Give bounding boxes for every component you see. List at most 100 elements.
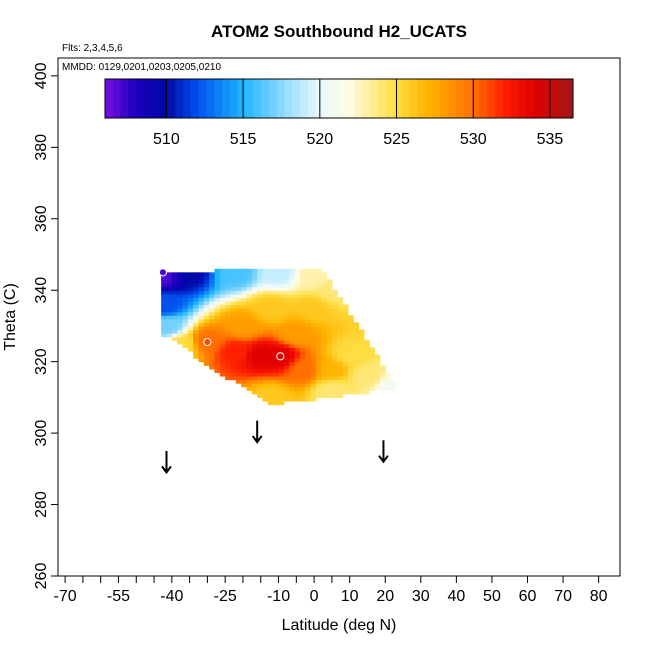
heatmap-cell bbox=[289, 268, 296, 273]
heatmap-cell bbox=[305, 386, 312, 391]
heatmap-cell bbox=[209, 311, 216, 316]
heatmap-cell bbox=[209, 350, 216, 356]
heatmap-cell bbox=[347, 372, 354, 377]
colorbar-segment bbox=[331, 79, 340, 118]
heatmap-cell bbox=[251, 297, 258, 302]
heatmap-cell bbox=[273, 383, 280, 388]
heatmap-cell bbox=[310, 336, 317, 341]
heatmap-cell bbox=[310, 340, 317, 345]
heatmap-cell bbox=[283, 333, 290, 338]
heatmap-cell bbox=[358, 361, 365, 366]
colorbar-segment bbox=[268, 79, 278, 118]
heatmap-cell bbox=[310, 325, 317, 331]
heatmap-cell bbox=[273, 329, 280, 334]
heatmap-cell bbox=[342, 336, 349, 341]
heatmap-cell bbox=[289, 322, 296, 327]
heatmap-cell bbox=[289, 347, 296, 352]
heatmap-cell bbox=[209, 290, 216, 295]
heatmap-cell bbox=[326, 286, 333, 291]
heatmap-cell bbox=[337, 308, 344, 313]
heatmap-cell bbox=[363, 386, 370, 391]
heatmap-cell bbox=[257, 304, 264, 309]
colorbar-segment bbox=[432, 79, 441, 118]
heatmap-cell bbox=[182, 293, 189, 298]
heatmap-cell bbox=[203, 272, 210, 277]
heatmap-cell bbox=[278, 329, 285, 334]
heatmap-cell bbox=[278, 397, 285, 402]
heatmap-cell bbox=[310, 300, 317, 306]
heatmap-cell bbox=[299, 272, 306, 277]
heatmap-cell bbox=[337, 300, 344, 306]
heatmap-cell bbox=[299, 318, 306, 323]
heatmap-cell bbox=[235, 290, 242, 295]
heatmap-cell bbox=[214, 308, 221, 313]
heatmap-cell bbox=[219, 365, 226, 370]
heatmap-cell bbox=[219, 300, 226, 306]
heatmap-cell bbox=[262, 354, 269, 359]
colorbar-segment bbox=[245, 79, 254, 118]
heatmap-cell bbox=[219, 293, 226, 298]
heatmap-cell bbox=[187, 279, 194, 284]
heatmap-cell bbox=[171, 279, 178, 284]
heatmap-cell bbox=[267, 354, 274, 359]
heatmap-cell bbox=[225, 340, 232, 345]
colorbar-segment bbox=[362, 79, 371, 118]
heatmap-cell bbox=[241, 358, 248, 363]
heatmap-cell bbox=[198, 322, 205, 327]
heatmap-cell bbox=[353, 365, 360, 370]
heatmap-cell bbox=[273, 393, 280, 398]
heatmap-cell bbox=[166, 322, 173, 327]
heatmap-cell bbox=[294, 268, 301, 273]
heatmap-cell bbox=[246, 311, 253, 316]
heatmap-cell bbox=[305, 297, 312, 302]
heatmap-cell bbox=[182, 272, 189, 277]
heatmap-cell bbox=[358, 336, 365, 341]
heatmap-cell bbox=[198, 300, 205, 306]
heatmap-cell bbox=[267, 300, 274, 306]
heatmap-cell bbox=[283, 308, 290, 313]
heatmap-cell bbox=[305, 368, 312, 373]
heatmap-cell bbox=[369, 368, 376, 373]
heatmap-cell bbox=[193, 336, 200, 341]
heatmap-cell bbox=[315, 393, 322, 398]
colorbar-tick-label: 510 bbox=[153, 131, 180, 148]
heatmap-cell bbox=[374, 386, 381, 391]
heatmap-cell bbox=[331, 318, 338, 323]
heatmap-cell bbox=[257, 365, 264, 370]
heatmap-cell bbox=[193, 275, 200, 281]
x-tick-label: 30 bbox=[412, 588, 430, 605]
heatmap-cell bbox=[246, 300, 253, 306]
heatmap-cell bbox=[342, 315, 349, 320]
heatmap-cell bbox=[235, 358, 242, 363]
heatmap-cell bbox=[214, 340, 221, 345]
heatmap-cell bbox=[342, 333, 349, 338]
heatmap-cell bbox=[187, 275, 194, 281]
heatmap-cell bbox=[315, 300, 322, 306]
heatmap-cell bbox=[219, 308, 226, 313]
heatmap-cell bbox=[294, 275, 301, 281]
heatmap-cell bbox=[310, 390, 317, 395]
heatmap-cell bbox=[257, 318, 264, 323]
heatmap-cell bbox=[209, 361, 216, 366]
heatmap-cell bbox=[326, 279, 333, 284]
heatmap-cell bbox=[203, 358, 210, 363]
heatmap-cell bbox=[166, 275, 173, 281]
heatmap-cell bbox=[294, 343, 301, 348]
heatmap-cell bbox=[235, 375, 242, 381]
heatmap-cell bbox=[326, 340, 333, 345]
heatmap-cell bbox=[283, 322, 290, 327]
heatmap-cell bbox=[182, 311, 189, 316]
heatmap-cell bbox=[193, 343, 200, 348]
heatmap-cell bbox=[241, 311, 248, 316]
heatmap-cell bbox=[299, 300, 306, 306]
heatmap-cell bbox=[171, 325, 178, 331]
heatmap-cell bbox=[262, 268, 269, 273]
heatmap-cell bbox=[283, 375, 290, 381]
heatmap-cell bbox=[267, 350, 274, 356]
heatmap-cell bbox=[166, 304, 173, 309]
heatmap-cell bbox=[193, 293, 200, 298]
heatmap-cell bbox=[273, 365, 280, 370]
heatmap-cell bbox=[251, 322, 258, 327]
heatmap-cell bbox=[337, 393, 344, 398]
heatmap-cell bbox=[241, 375, 248, 381]
